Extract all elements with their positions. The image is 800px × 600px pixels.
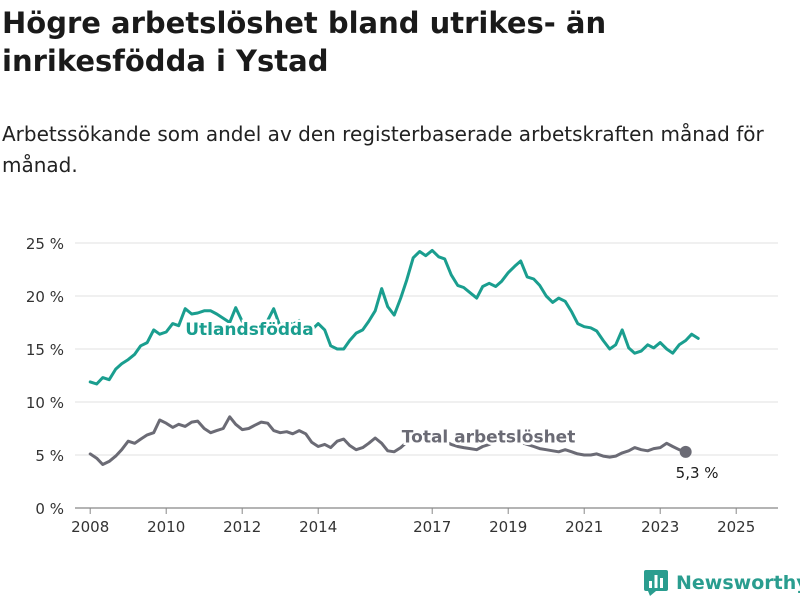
x-tick-label: 2017 [413, 518, 451, 536]
x-tick-label: 2023 [641, 518, 679, 536]
x-tick-label: 2025 [717, 518, 755, 536]
x-tick-label: 2010 [147, 518, 185, 536]
end-value-label: 5,3 % [676, 464, 719, 482]
x-tick-label: 2019 [489, 518, 527, 536]
brand[interactable]: Newsworthy [644, 568, 800, 598]
series-line [88, 415, 688, 466]
y-tick-label: 0 % [35, 500, 64, 518]
brand-name: Newsworthy [676, 572, 800, 594]
x-tick-label: 2014 [299, 518, 337, 536]
page-subtitle: Arbetssökande som andel av den registerb… [2, 122, 764, 177]
series-label: Total arbetslöshet [402, 427, 576, 447]
y-tick-label: 25 % [26, 235, 64, 253]
series-label: Utlandsfödda [185, 320, 314, 340]
x-tick-label: 2021 [565, 518, 603, 536]
page-title: Högre arbetslöshet bland utrikes- än inr… [2, 6, 607, 78]
series-layer: 5,3 % [88, 248, 719, 482]
x-tick-label: 2008 [71, 518, 109, 536]
x-axis: 2008 2010 2012 2014 2017 2019 2021 2023 2025 [71, 508, 755, 536]
y-tick-label: 15 % [26, 341, 64, 359]
grid-lines [75, 242, 778, 509]
series-labels: Utlandsfödda Total arbetslöshet [183, 318, 578, 450]
y-tick-label: 10 % [26, 394, 64, 412]
x-tick-label: 2012 [223, 518, 261, 536]
series-line [88, 248, 700, 386]
y-axis: 0 % 5 % 10 % 15 % 20 % 25 % [26, 235, 64, 518]
y-tick-label: 5 % [35, 447, 64, 465]
end-point-marker [679, 445, 692, 458]
y-tick-label: 20 % [26, 288, 64, 306]
newsworthy-logo-icon [644, 570, 668, 596]
